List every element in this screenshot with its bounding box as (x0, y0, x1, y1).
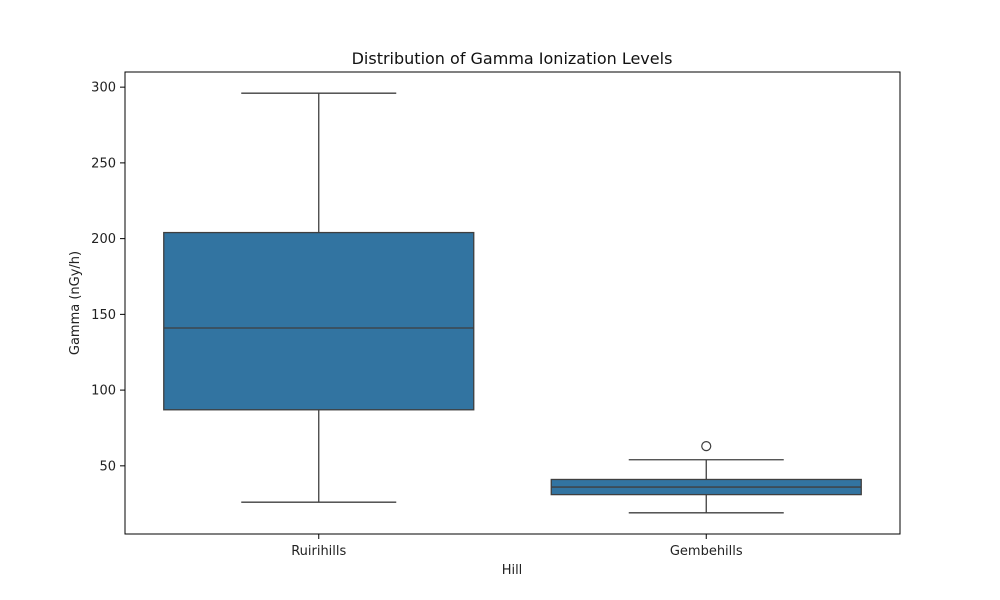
x-axis-title: Hill (502, 563, 523, 578)
y-tick-label: 200 (91, 232, 116, 247)
x-axis: Ruirihills Gembehills (291, 534, 743, 559)
y-axis: 50 100 150 200 250 300 (91, 81, 125, 474)
outlier-point (701, 441, 712, 452)
plot-area (163, 92, 862, 514)
x-tick-label: Gembehills (670, 544, 743, 559)
plot-frame (124, 71, 901, 535)
iqr-box (163, 231, 475, 411)
box-group-ruirihills (163, 92, 475, 503)
y-axis-title: Gamma (nGy/h) (68, 251, 83, 355)
x-tick-label: Ruirihills (291, 544, 346, 559)
y-tick-label: 250 (91, 156, 116, 171)
box-group-gembehills (550, 441, 862, 514)
y-tick-label: 300 (91, 81, 116, 96)
y-tick-label: 50 (99, 459, 116, 474)
y-tick-label: 100 (91, 384, 116, 399)
chart-title: Distribution of Gamma Ionization Levels (352, 49, 673, 68)
y-tick-label: 150 (91, 308, 116, 323)
